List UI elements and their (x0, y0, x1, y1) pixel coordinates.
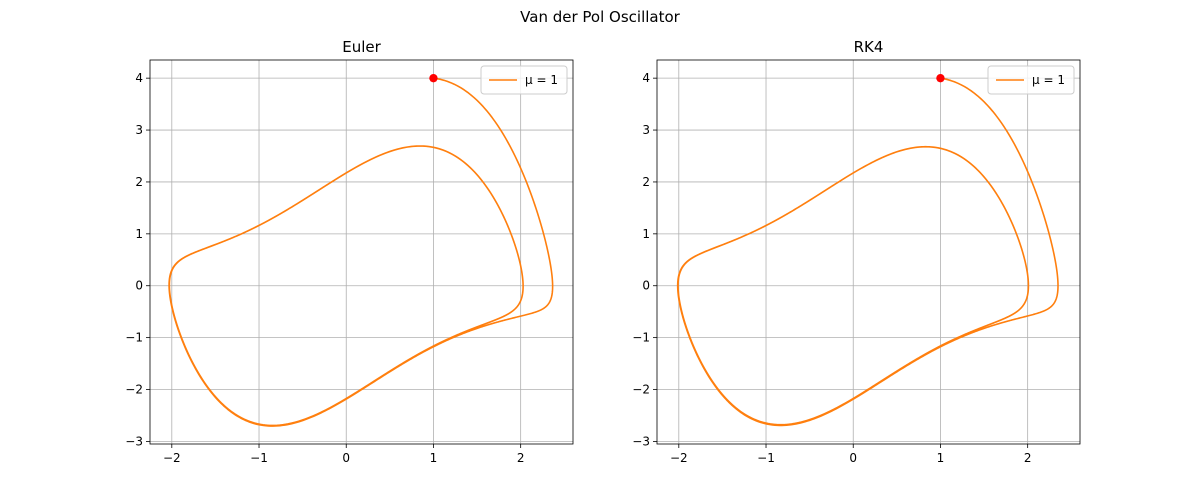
y-tick-label: 1 (642, 227, 650, 241)
y-tick-label: 4 (135, 71, 143, 85)
legend: μ = 1 (480, 65, 568, 95)
y-tick-label: −2 (125, 383, 143, 397)
x-tick-label: 1 (937, 451, 945, 465)
chart-panel-2: −2 −1 0 1 2 −3 −2 −1 0 1 2 3 4 RK4 μ = 1 (632, 38, 1081, 465)
y-tick-label: −1 (632, 331, 650, 345)
legend-box (987, 65, 1075, 95)
y-tick-label: −3 (125, 434, 143, 448)
figure-title: Van der Pol Oscillator (520, 8, 680, 26)
x-tick-label: 0 (342, 451, 350, 465)
axes-title: RK4 (854, 38, 884, 56)
y-tick-label: 0 (135, 279, 143, 293)
y-tick-label: −1 (125, 331, 143, 345)
x-tick-label: 0 (849, 451, 857, 465)
legend: μ = 1 (987, 65, 1075, 95)
x-tick-label: −1 (250, 451, 268, 465)
x-tick-label: −2 (670, 451, 688, 465)
chart-panel-1: −2 −1 0 1 2 −3 −2 −1 0 1 2 3 4 Euler μ = 1 (125, 38, 574, 465)
axes-frame (149, 59, 574, 445)
legend-box (480, 65, 568, 95)
series-line (676, 77, 1059, 427)
y-tick-label: 4 (642, 71, 650, 85)
y-tick-label: −2 (632, 383, 650, 397)
y-tick-label: 2 (642, 175, 650, 189)
y-tick-label: −3 (632, 434, 650, 448)
x-tick-label: −2 (163, 451, 181, 465)
series-line (168, 77, 554, 427)
axes-frame (656, 59, 1081, 445)
y-tick-label: 0 (642, 279, 650, 293)
start-point-marker (936, 73, 945, 83)
legend-label: μ = 1 (1032, 73, 1065, 87)
y-tick-label: 2 (135, 175, 143, 189)
start-point-marker (429, 73, 438, 83)
y-tick-label: 1 (135, 227, 143, 241)
axes-title: Euler (342, 38, 381, 56)
legend-label: μ = 1 (525, 73, 558, 87)
x-tick-label: −1 (757, 451, 775, 465)
x-tick-label: 2 (1024, 451, 1032, 465)
y-tick-label: 3 (642, 123, 650, 137)
x-tick-label: 1 (430, 451, 438, 465)
y-tick-label: 3 (135, 123, 143, 137)
x-tick-label: 2 (517, 451, 525, 465)
